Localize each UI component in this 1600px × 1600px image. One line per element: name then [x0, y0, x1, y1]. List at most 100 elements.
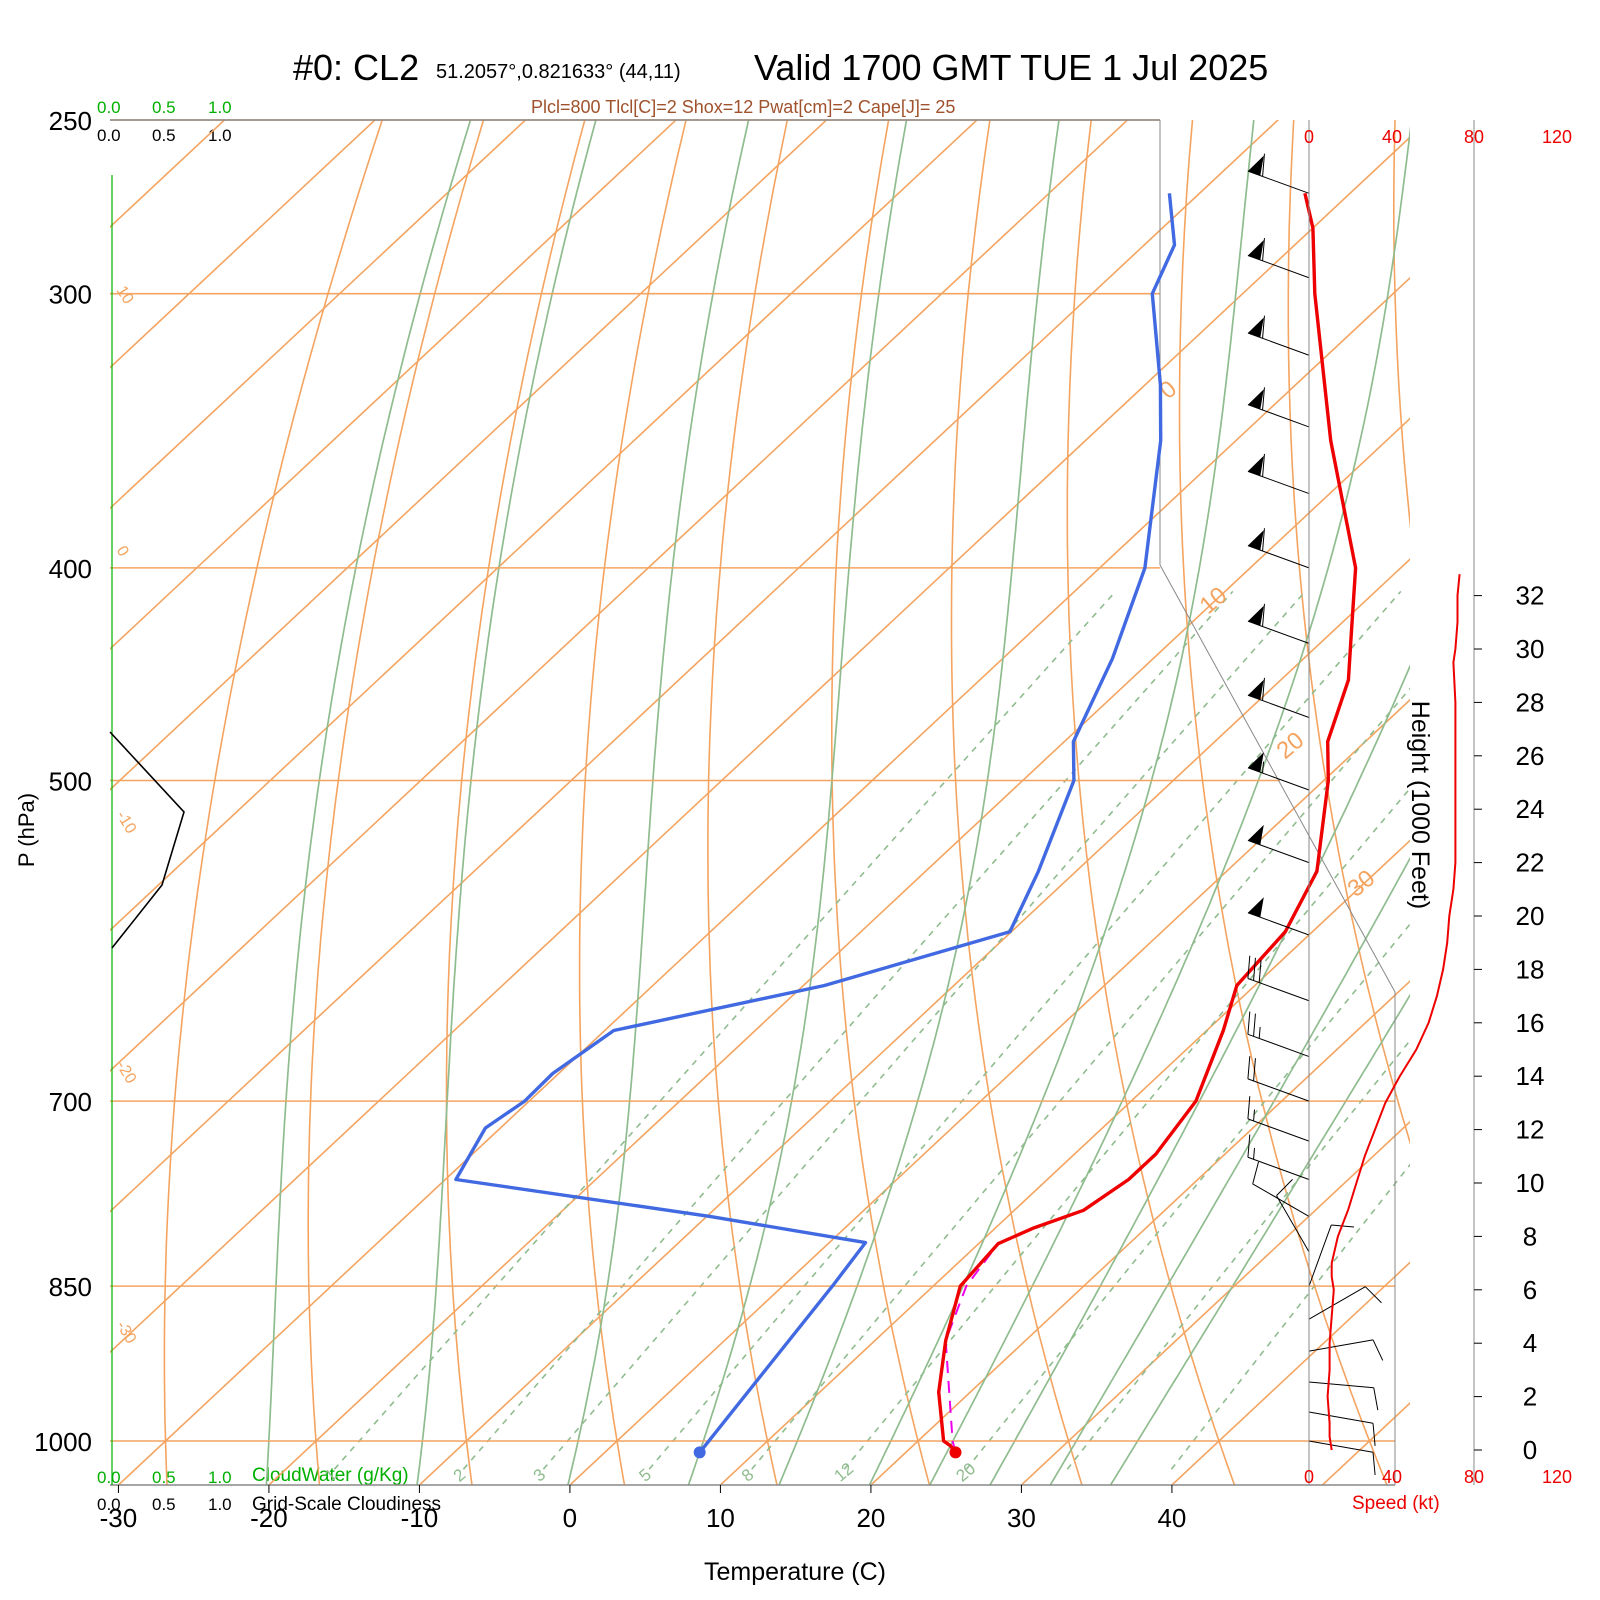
temperature-tick-label: -30: [100, 1503, 138, 1533]
speed-tick-label-bottom: 80: [1464, 1467, 1484, 1487]
wind-barbs: [1247, 153, 1384, 1476]
dry-adiabat: [1178, 120, 1388, 1485]
valid-time: Valid 1700 GMT TUE 1 Jul 2025: [754, 47, 1268, 88]
wind-barb: [1247, 1011, 1310, 1058]
wind-barb-staff: [1308, 1339, 1374, 1352]
wind-barb-half-feather: [1262, 761, 1265, 774]
isotherm: [110, 120, 1280, 1213]
cloudwater-scale-top: 0.0 0.5 1.0: [97, 98, 232, 117]
cloudiness-tick-top-2: 1.0: [208, 126, 232, 145]
mixing-ratio-label: 5: [635, 1465, 654, 1486]
isotherm: [110, 120, 979, 932]
isotherm: [568, 698, 1410, 1485]
height-tick-label: 2: [1523, 1382, 1537, 1412]
temperature-tick-label: 0: [563, 1503, 577, 1533]
cloudiness-tick-bottom-1: 0.5: [152, 1495, 176, 1514]
moist-adiabat: [778, 120, 1060, 1485]
wind-barb-staff: [1308, 1411, 1374, 1424]
wind-barb-pennant: [1247, 389, 1264, 410]
temperature-tick-label: 30: [1007, 1503, 1036, 1533]
height-tick-label: 26: [1516, 741, 1545, 771]
wind-barb: [1247, 1134, 1310, 1180]
height-tick-label: 8: [1523, 1221, 1537, 1251]
wind-barb-feather: [1247, 1134, 1251, 1158]
wind-barb-feather: [1364, 1286, 1382, 1304]
moist-adiabat: [868, 120, 1255, 1485]
wind-barb-feather: [1262, 677, 1265, 701]
isotherm-label: -20: [113, 1058, 140, 1087]
wind-barb-pennant: [1247, 240, 1264, 260]
isotherm: [719, 839, 1410, 1485]
moist-adiabat: [989, 664, 1410, 1485]
wind-barb-staff: [1247, 332, 1310, 356]
wind-barb-feather: [1262, 238, 1265, 261]
wind-barb: [1247, 824, 1310, 864]
dry-adiabat: [163, 120, 383, 1485]
wind-barb-feather: [1262, 603, 1265, 627]
wind-barb-feather: [1372, 1452, 1376, 1476]
speed-tick-label-bottom: 0: [1304, 1467, 1314, 1487]
parcel-path: [944, 1243, 999, 1453]
wind-barb: [1247, 238, 1310, 279]
height-tick-label: 6: [1523, 1275, 1537, 1305]
wind-barb: [1308, 1381, 1379, 1411]
wind-barb: [1247, 387, 1310, 428]
wind-barb-feather: [1372, 1339, 1384, 1361]
wind-barb-staff: [1247, 1033, 1310, 1058]
wind-barb-feather: [1262, 453, 1265, 477]
mixing-ratio-line: [965, 922, 1410, 1470]
temperature-profile: [937, 192, 1358, 1454]
mixing-ratio-label: 2: [450, 1465, 469, 1486]
wind-barb-staff: [1247, 1118, 1310, 1142]
wind-speed-line: [1326, 574, 1461, 1451]
height-tick-label: 20: [1516, 901, 1545, 931]
plot-frame: [110, 119, 1396, 1486]
mixing-ratio-line: [843, 787, 1410, 1470]
wind-barb: [1308, 1440, 1376, 1476]
speed-axis-title: Speed (kt): [1352, 1493, 1440, 1514]
wind-barb-feather: [1253, 957, 1256, 981]
wind-barb: [1247, 1096, 1310, 1142]
temperature-tick-label: 20: [856, 1503, 885, 1533]
isotherm: [110, 120, 1129, 1073]
wind-barb-feather: [1262, 387, 1265, 411]
wind-barb: [1247, 955, 1310, 1002]
cloudiness-tick-bottom-0: 0.0: [97, 1495, 121, 1514]
dry-adiabat: [307, 120, 485, 1485]
temperature-tick-label: -20: [250, 1503, 288, 1533]
moist-adiabat: [416, 120, 597, 1485]
moist-adiabat: [1049, 856, 1410, 1485]
wind-barb: [1247, 677, 1310, 718]
wind-barb-staff: [1247, 1078, 1310, 1102]
isotherm: [110, 120, 527, 510]
isotherm: [110, 120, 678, 651]
moist-adiabat: [928, 125, 1410, 1485]
mixing-ratio-label: 8: [738, 1465, 757, 1486]
background-lines: [110, 120, 1410, 1485]
cloudwater-tick-bottom-1: 0.5: [152, 1468, 176, 1487]
mixing-ratio-label: 3: [530, 1465, 549, 1486]
wind-barb: [1247, 528, 1310, 569]
wind-barb-feather: [1247, 1096, 1251, 1119]
height-tick-label: 22: [1516, 848, 1545, 878]
wind-barb-feather: [1258, 959, 1262, 983]
isotherm: [110, 120, 828, 791]
wind-barb: [1247, 1056, 1310, 1102]
wind-barb-staff: [1247, 1156, 1310, 1180]
moist-adiabat: [265, 120, 472, 1485]
height-tick-label: 14: [1516, 1061, 1545, 1091]
mixing-ratio-line: [648, 590, 1402, 1470]
height-tick-label: 12: [1516, 1115, 1545, 1145]
wind-barb-staff: [1247, 170, 1310, 194]
wind-barb-feather: [1262, 315, 1265, 339]
cloud-profile: [109, 731, 185, 949]
wind-barb-staff: [1308, 1381, 1374, 1389]
wind-barb-feather: [1247, 1056, 1251, 1079]
temperature-tick-label: -10: [401, 1503, 439, 1533]
pressure-tick-label: 400: [49, 554, 92, 584]
cloudwater-tick-bottom-2: 1.0: [208, 1468, 232, 1487]
mixing-ratio-label: 20: [952, 1459, 979, 1486]
cloudiness-scale-bottom: 0.0 0.5 1.0 Grid-Scale Cloudiness: [97, 1494, 441, 1515]
speed-tick-label-top: 40: [1382, 127, 1402, 147]
